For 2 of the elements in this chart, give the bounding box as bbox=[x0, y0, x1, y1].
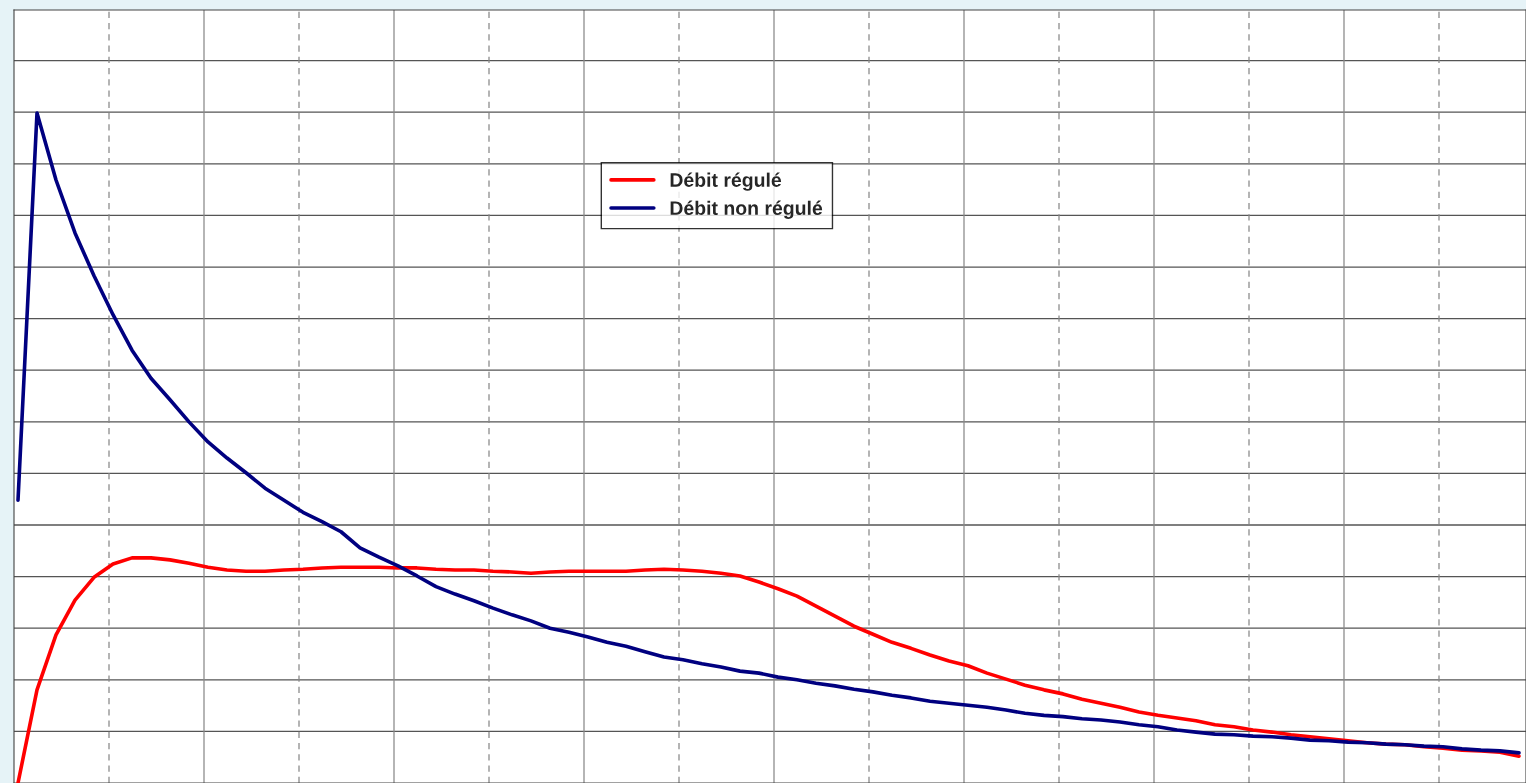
legend-label: Débit régulé bbox=[670, 172, 782, 191]
legend-label: Débit non régulé bbox=[670, 200, 823, 219]
